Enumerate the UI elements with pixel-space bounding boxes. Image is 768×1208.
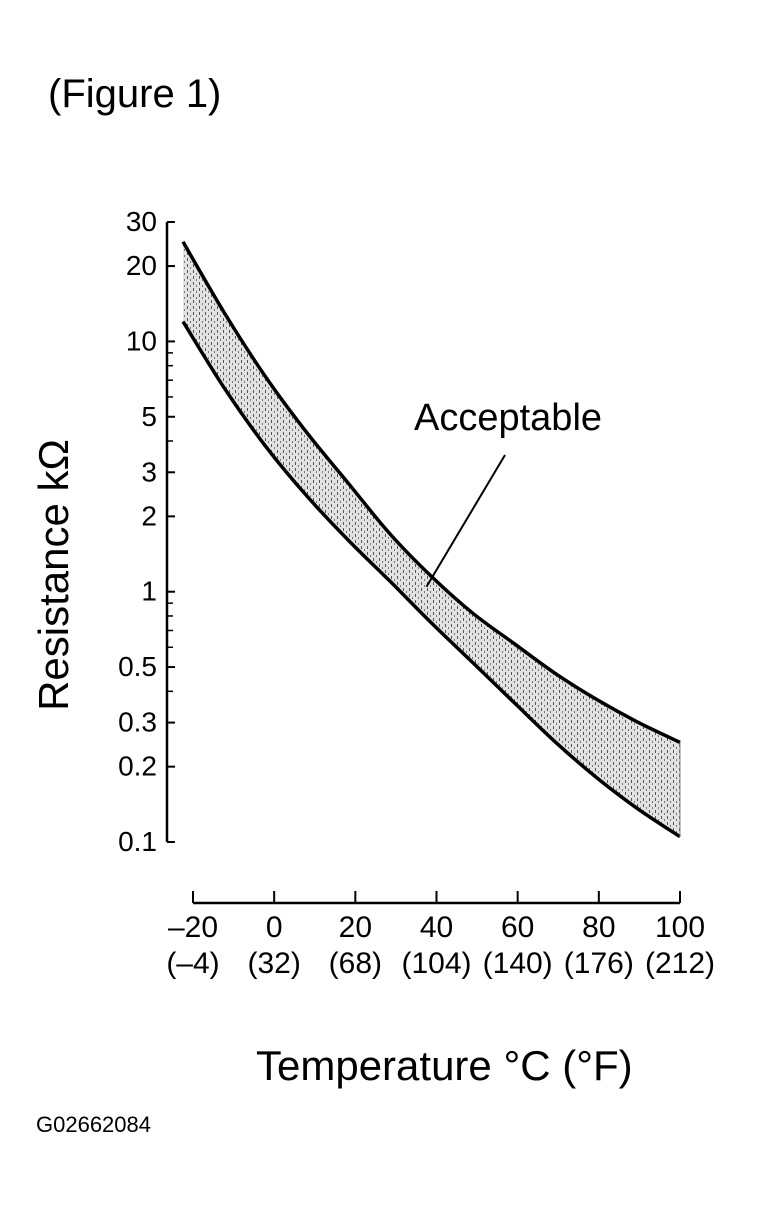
y-tick-label: 0.2 bbox=[118, 751, 157, 782]
acceptable-leader-line bbox=[425, 454, 506, 588]
x-tick-label-fahrenheit: (–4) bbox=[166, 947, 219, 980]
x-tick-label-fahrenheit: (176) bbox=[564, 947, 634, 980]
x-tick-label-fahrenheit: (212) bbox=[645, 947, 715, 980]
annotations: Acceptable bbox=[414, 397, 602, 588]
y-tick-label: 20 bbox=[126, 250, 157, 281]
acceptable-label: Acceptable bbox=[414, 397, 602, 439]
lower-limit-curve bbox=[181, 320, 681, 839]
acceptable-band bbox=[183, 241, 680, 837]
y-axis: 30 20 10 5 3 2 1 0.5 0.3 0.2 0.1 bbox=[118, 206, 175, 857]
y-tick-label: 0.5 bbox=[118, 651, 157, 682]
figure-code: G02662084 bbox=[36, 1112, 151, 1137]
x-tick-label-fahrenheit: (32) bbox=[247, 947, 300, 980]
y-tick-label: 0.1 bbox=[118, 826, 157, 857]
x-tick-label-celsius: 80 bbox=[582, 911, 615, 944]
y-tick-label: 3 bbox=[141, 456, 157, 487]
figure-title: (Figure 1) bbox=[48, 72, 222, 116]
x-tick-label-celsius: 0 bbox=[266, 911, 283, 944]
y-tick-label: 1 bbox=[141, 576, 157, 607]
x-tick-label-celsius: 20 bbox=[339, 911, 372, 944]
y-tick-label: 2 bbox=[141, 500, 157, 531]
x-tick-label-celsius: 40 bbox=[420, 911, 453, 944]
x-tick-label-celsius: 60 bbox=[501, 911, 534, 944]
y-tick-label: 10 bbox=[126, 325, 157, 356]
y-tick-label: 0.3 bbox=[118, 707, 157, 738]
x-tick-label-celsius: –20 bbox=[168, 911, 218, 944]
y-tick-label: 5 bbox=[141, 401, 157, 432]
x-tick-label-fahrenheit: (104) bbox=[401, 947, 471, 980]
upper-limit-curve bbox=[181, 240, 681, 744]
x-tick-label-fahrenheit: (140) bbox=[483, 947, 553, 980]
y-tick-label: 30 bbox=[126, 206, 157, 237]
x-axis-label: Temperature °C (°F) bbox=[256, 1042, 633, 1089]
y-axis-label: Resistance kΩ bbox=[30, 439, 77, 711]
x-tick-label-fahrenheit: (68) bbox=[329, 947, 382, 980]
x-tick-label-celsius: 100 bbox=[655, 911, 705, 944]
x-axis: –20(–4) 0(32) 20(68) 40(104) 60(140) 80(176) 1… bbox=[166, 891, 715, 980]
series-lines bbox=[181, 240, 681, 839]
acceptable-band-area bbox=[183, 241, 680, 837]
